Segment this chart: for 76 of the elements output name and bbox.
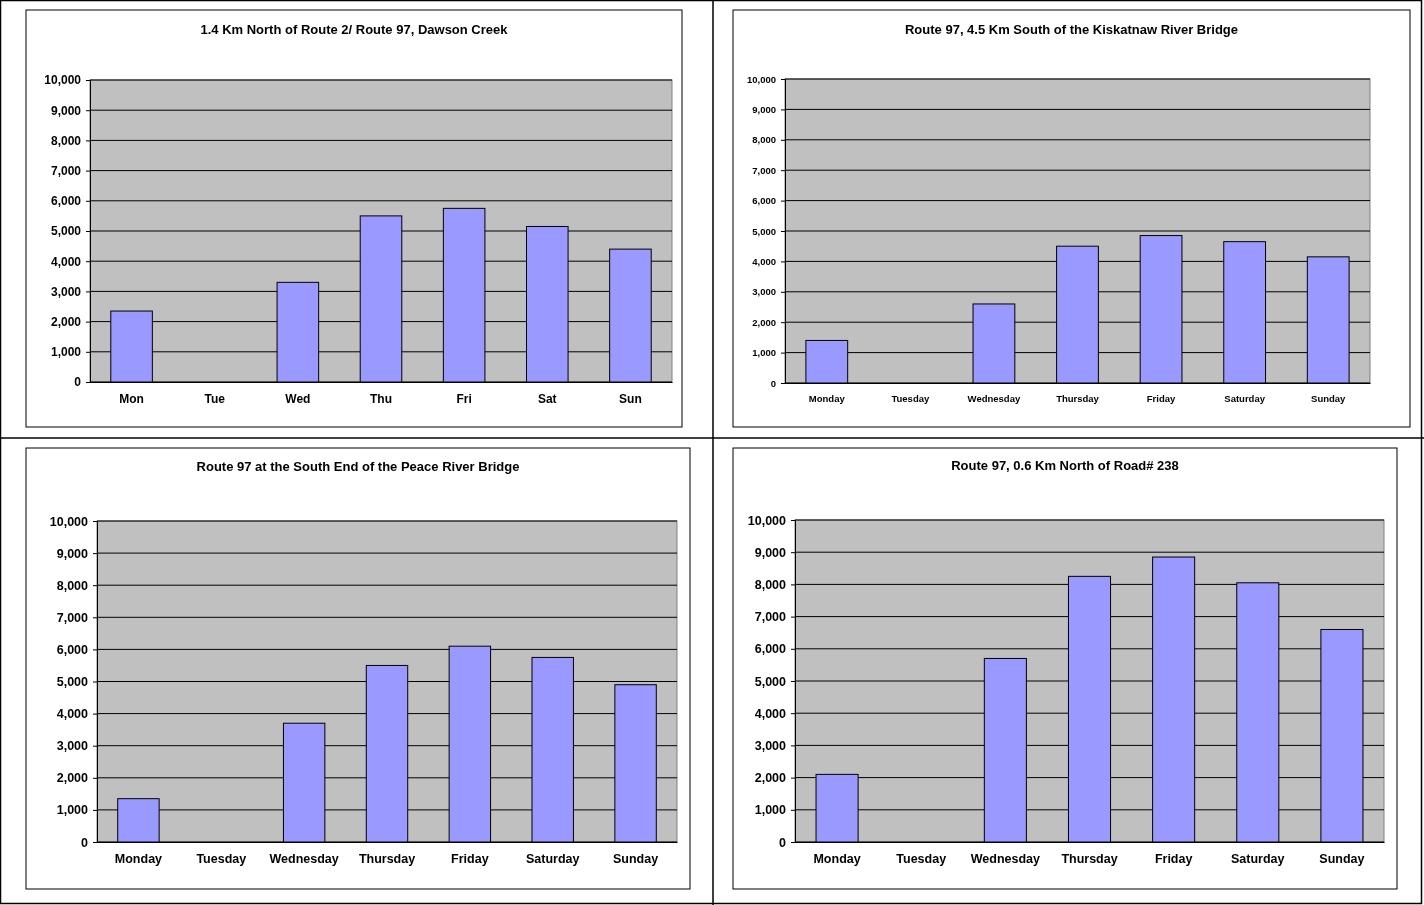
y-tick-label: 1,000 [50,345,82,360]
y-tick-label: 3,000 [754,738,787,753]
x-tick-label: Sunday [1311,392,1347,404]
x-tick-label: Tue [204,391,226,406]
y-tick-label: 0 [770,377,776,389]
y-tick-label: 2,000 [50,314,82,329]
y-tick-label: 10,000 [44,73,82,88]
y-tick-label: 8,000 [50,133,82,148]
y-tick-label: 4,000 [50,254,82,269]
y-tick-label: 10,000 [746,73,776,85]
y-tick-label: 2,000 [752,316,776,328]
y-tick-label: 3,000 [752,286,776,298]
y-tick-label: 7,000 [50,163,82,178]
y-tick-label: 9,000 [50,103,82,118]
y-tick-label: 0 [779,835,787,850]
x-tick-label: Sat [537,391,557,406]
y-tick-label: 0 [74,375,82,390]
y-tick-label: 4,000 [56,707,89,722]
y-tick-label: 2,000 [56,771,89,786]
x-tick-label: Sunday [1319,851,1365,866]
x-tick-label: Monday [114,851,163,866]
x-tick-label: Thu [370,391,392,406]
y-tick-label: 10,000 [49,514,89,529]
y-tick-label: 9,000 [56,546,89,561]
y-tick-label: 3,000 [50,284,82,299]
chart-title: Route 97 at the South End of the Peace River Bridge [196,459,520,474]
y-tick-label: 8,000 [754,577,787,592]
y-tick-label: 2,000 [754,771,787,786]
x-tick-label: Thursday [1061,851,1118,866]
y-tick-label: 10,000 [747,513,787,528]
x-tick-label: Wed [285,391,311,406]
x-tick-label: Tuesday [896,851,947,866]
y-tick-label: 6,000 [50,194,82,209]
x-tick-label: Wednesday [970,851,1041,866]
x-tick-label: Saturday [525,851,580,866]
x-tick-label: Saturday [1224,392,1266,404]
y-tick-label: 5,000 [56,675,89,689]
y-tick-label: 5,000 [50,224,82,239]
y-tick-label: 5,000 [754,674,787,689]
y-tick-label: 6,000 [56,642,89,657]
x-tick-label: Sun [619,391,642,406]
x-tick-label: Thursday [1056,392,1100,404]
x-tick-label: Friday [1154,851,1193,866]
y-tick-label: 8,000 [752,134,776,146]
x-tick-label: Wednesday [967,392,1021,404]
y-tick-label: 8,000 [56,578,89,593]
y-tick-label: 0 [81,835,89,850]
x-tick-label: Mon [119,391,144,406]
x-tick-label: Sunday [612,851,659,866]
x-tick-label: Monday [808,392,846,404]
x-tick-label: Friday [1146,392,1177,404]
y-tick-label: 7,000 [754,610,787,625]
chart-title: Route 97, 4.5 Km South of the Kiskatnaw River Bridge [904,22,1239,37]
y-tick-label: 7,000 [56,610,89,625]
y-tick-label: 7,000 [752,164,776,176]
x-tick-label: Tuesday [891,392,930,404]
y-tick-label: 4,000 [754,706,787,721]
y-tick-label: 1,000 [754,803,787,818]
x-tick-label: Thursday [358,851,416,866]
y-tick-label: 9,000 [754,545,787,560]
y-tick-label: 1,000 [752,347,776,359]
chart-title: Route 97, 0.6 Km North of Road# 238 [951,458,1179,473]
chart-title: 1.4 Km North of Route 2/ Route 97, Dawson Creek [200,22,509,37]
x-tick-label: Fri [456,391,472,406]
x-tick-label: Monday [813,851,861,866]
x-tick-label: Tuesday [196,851,247,866]
y-tick-label: 1,000 [56,803,89,818]
y-tick-label: 9,000 [752,103,776,115]
x-tick-label: Saturday [1231,851,1285,866]
y-tick-label: 6,000 [752,195,776,207]
y-tick-label: 3,000 [56,739,89,754]
y-tick-label: 4,000 [752,255,776,267]
y-tick-label: 6,000 [754,642,787,657]
y-tick-label: 5,000 [752,225,776,237]
x-tick-label: Friday [451,851,489,866]
x-tick-label: Wednesday [269,851,339,866]
